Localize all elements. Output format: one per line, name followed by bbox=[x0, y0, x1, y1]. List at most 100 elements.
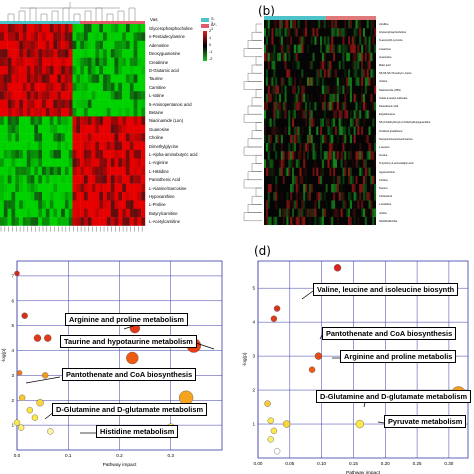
heat-cell bbox=[110, 133, 115, 142]
heat-cell bbox=[122, 124, 127, 134]
heat-cell bbox=[141, 183, 146, 193]
heat-cell bbox=[346, 85, 349, 94]
heat-cell bbox=[76, 141, 81, 151]
heat-cell bbox=[273, 118, 276, 127]
heat-cell bbox=[264, 28, 267, 37]
heat-cell bbox=[133, 24, 138, 33]
heat-cell bbox=[280, 28, 283, 37]
heat-cell bbox=[348, 20, 351, 29]
heat-cell bbox=[320, 134, 323, 144]
heat-cell bbox=[15, 133, 20, 142]
heat-cell bbox=[34, 99, 39, 109]
row-label: Adenosine bbox=[149, 42, 169, 48]
heat-cell bbox=[133, 208, 138, 218]
heat-cell bbox=[297, 126, 300, 135]
heat-cell bbox=[45, 66, 50, 75]
heat-cell bbox=[325, 85, 328, 94]
heat-cell bbox=[290, 159, 293, 168]
heat-cell bbox=[15, 91, 20, 100]
heat-cell bbox=[370, 184, 373, 193]
heat-cell bbox=[372, 151, 375, 160]
heat-cell bbox=[129, 124, 134, 134]
heat-cell bbox=[362, 184, 365, 193]
heat-cell bbox=[336, 77, 339, 86]
heat-cell bbox=[336, 134, 339, 144]
heat-cell bbox=[41, 124, 46, 134]
heat-cell bbox=[7, 116, 12, 125]
heat-cell bbox=[64, 74, 69, 83]
heat-cell bbox=[342, 102, 345, 111]
heat-cell bbox=[357, 77, 360, 86]
heat-cell bbox=[297, 151, 300, 160]
heat-cell bbox=[293, 175, 296, 185]
heat-cell bbox=[83, 74, 88, 83]
heat-cell bbox=[26, 32, 31, 41]
heat-cell bbox=[80, 124, 85, 134]
heat-cell bbox=[327, 143, 330, 152]
heat-cell bbox=[129, 208, 134, 218]
heat-cell bbox=[45, 91, 50, 100]
heat-cell bbox=[349, 85, 352, 94]
heat-cell bbox=[11, 200, 16, 209]
heat-cell bbox=[80, 40, 85, 50]
heat-cell bbox=[87, 74, 92, 83]
heat-cell bbox=[340, 110, 343, 119]
heatmap-b bbox=[243, 16, 377, 226]
heat-cell bbox=[329, 143, 332, 152]
heat-cell bbox=[286, 36, 289, 45]
heat-cell bbox=[305, 28, 308, 37]
heat-cell bbox=[49, 91, 54, 100]
heat-cell bbox=[316, 110, 318, 118]
heat-cell bbox=[7, 32, 12, 41]
heat-cell bbox=[41, 150, 46, 159]
heat-cell bbox=[64, 91, 69, 100]
row-label: Pantothenic acid bbox=[379, 105, 399, 108]
scale-label: 1 bbox=[209, 36, 212, 40]
heat-cell bbox=[19, 200, 24, 209]
heat-cell bbox=[99, 82, 104, 92]
heat-cell bbox=[133, 217, 138, 226]
heat-cell bbox=[11, 74, 16, 83]
heat-cell bbox=[327, 126, 330, 135]
heat-cell bbox=[95, 208, 100, 218]
heat-cell bbox=[331, 118, 334, 127]
heat-cell bbox=[368, 151, 371, 160]
heat-cell bbox=[288, 118, 291, 127]
heat-cell bbox=[314, 208, 317, 217]
heat-cell bbox=[3, 66, 8, 75]
heat-cell bbox=[45, 133, 50, 142]
heat-cell bbox=[271, 77, 274, 86]
heat-cell bbox=[141, 150, 146, 159]
heat-cell bbox=[99, 183, 104, 193]
heat-cell bbox=[286, 20, 289, 29]
heat-cell bbox=[297, 208, 300, 217]
heat-cell bbox=[7, 192, 12, 201]
heat-cell bbox=[336, 93, 339, 103]
heat-cell bbox=[76, 217, 81, 226]
heat-cell bbox=[129, 24, 134, 33]
heat-cell bbox=[333, 167, 336, 176]
pathway-point bbox=[14, 270, 20, 277]
heat-cell bbox=[327, 118, 330, 127]
heat-cell bbox=[310, 28, 313, 37]
heat-cell bbox=[334, 77, 337, 86]
pathway-annotation: Valine, leucine and isoleucine biosynth bbox=[313, 283, 459, 296]
heat-cell bbox=[133, 99, 138, 109]
heat-cell bbox=[280, 151, 283, 160]
heat-cell bbox=[372, 102, 375, 111]
heat-cell bbox=[110, 91, 115, 100]
heat-cell bbox=[336, 175, 339, 185]
heat-cell bbox=[282, 77, 285, 86]
heat-cell bbox=[329, 69, 332, 78]
heat-cell bbox=[346, 44, 349, 53]
heat-cell bbox=[53, 141, 58, 151]
heat-cell bbox=[370, 151, 373, 160]
heat-cell bbox=[348, 216, 351, 226]
heat-cell bbox=[293, 28, 296, 37]
heat-cell bbox=[361, 77, 364, 86]
heat-cell bbox=[264, 216, 267, 226]
heat-cell bbox=[49, 108, 54, 117]
heat-cell bbox=[19, 208, 24, 218]
heat-cell bbox=[137, 175, 142, 184]
heat-cell bbox=[280, 159, 283, 168]
